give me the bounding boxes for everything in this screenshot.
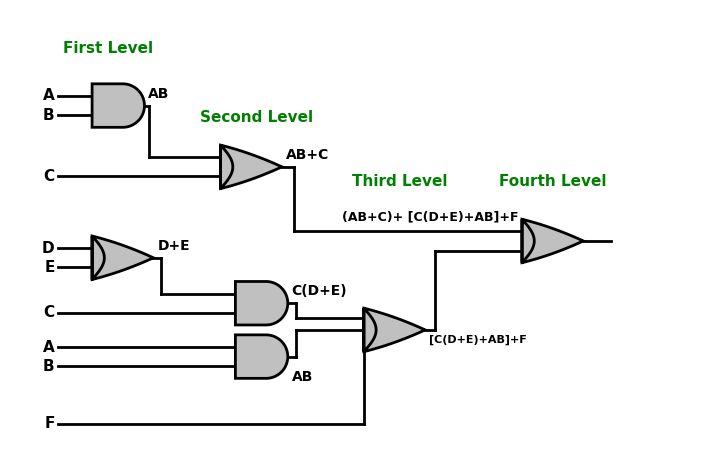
Polygon shape xyxy=(92,236,153,279)
Text: (AB+C)+ [C(D+E)+AB]+F: (AB+C)+ [C(D+E)+AB]+F xyxy=(341,210,518,223)
Text: AB: AB xyxy=(148,87,170,100)
Text: E: E xyxy=(44,260,54,275)
Polygon shape xyxy=(235,281,288,325)
Text: B: B xyxy=(43,108,54,123)
Text: D: D xyxy=(42,241,54,256)
Text: AB: AB xyxy=(292,370,313,385)
Polygon shape xyxy=(522,219,583,263)
Text: A: A xyxy=(43,89,54,103)
Polygon shape xyxy=(364,308,425,352)
Polygon shape xyxy=(235,335,288,378)
Text: [C(D+E)+AB]+F: [C(D+E)+AB]+F xyxy=(429,335,527,345)
Text: B: B xyxy=(43,359,54,374)
Text: A: A xyxy=(43,339,54,355)
Text: D+E: D+E xyxy=(158,239,190,253)
Polygon shape xyxy=(221,145,282,188)
Text: C(D+E): C(D+E) xyxy=(292,284,347,298)
Text: Third Level: Third Level xyxy=(351,174,448,189)
Text: Second Level: Second Level xyxy=(199,110,312,125)
Text: First Level: First Level xyxy=(63,41,153,56)
Text: Fourth Level: Fourth Level xyxy=(499,174,607,189)
Text: AB+C: AB+C xyxy=(286,148,329,162)
Text: C: C xyxy=(43,169,54,184)
Polygon shape xyxy=(92,84,144,127)
Text: C: C xyxy=(43,305,54,320)
Text: F: F xyxy=(44,416,54,431)
